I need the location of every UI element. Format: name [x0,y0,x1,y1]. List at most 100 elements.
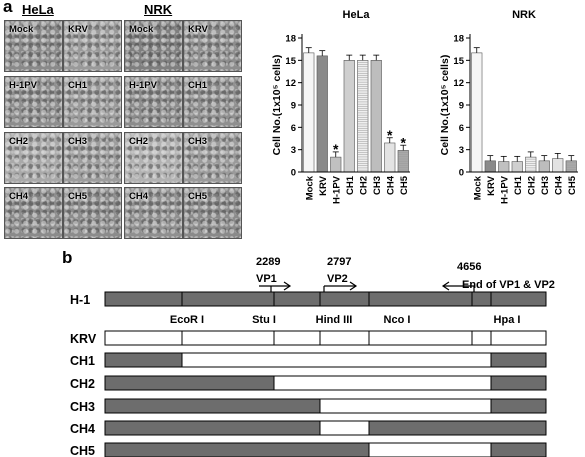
category-label: CH3 [372,176,383,195]
segment [274,443,320,457]
micrograph-hela-ch3: CH3 [63,132,122,184]
micrograph-nrk-ch4: CH4 [124,187,183,239]
row-label-ch2: CH2 [70,377,95,391]
category-label: Mock [304,175,315,200]
segment [320,353,369,367]
segment [472,331,491,345]
segment [274,399,320,413]
bar-krv [484,160,496,173]
significance-star: * [387,127,393,143]
segment [320,443,369,457]
category-label: KRV [486,175,497,196]
category-label: KRV [318,175,329,196]
segment [105,399,182,413]
hela-bar-chart: HeLa Cell No.(1x10⁵ cells) 0 3 6 9 12 15 18 Mock K… [271,9,410,204]
y-axis-label: Cell No.(1x10⁵ cells) [439,55,451,156]
marker-arrow-head [283,281,292,291]
nrk-header: NRK [144,2,173,17]
micrograph-hela-ch5: CH5 [63,187,122,239]
segment [274,292,320,306]
restriction-site-label: Hind III [316,314,353,326]
row-label-ch3: CH3 [70,400,95,414]
y-tick-label: 9 [459,101,464,112]
segment [472,399,491,413]
y-tick-label: 18 [453,34,464,45]
segment [369,292,472,306]
micrograph-label: CH5 [188,191,208,202]
bar-ch3 [538,160,550,173]
position-label: End of VP1 & VP2 [462,279,555,291]
segment [182,443,274,457]
segment [491,376,546,390]
row-outline [104,420,547,436]
y-tick-label: 6 [291,123,296,134]
row-outline [104,291,547,307]
segment [472,421,491,435]
micrograph-label: CH4 [129,191,149,202]
y-tick-label: 6 [459,123,464,134]
category-label: CH4 [553,175,564,195]
segment [369,421,472,435]
row-outline [104,398,547,414]
category-label: CH1 [345,175,356,195]
micrograph-grid: Mock KRV Mock KRV H-1PV CH1 H-1PV CH1 CH2 CH3 CH2 C… [0,0,245,240]
segment [105,421,182,435]
row-outline [104,330,547,346]
panel-a-letter: a [3,0,13,16]
micrograph-label: KRV [68,24,88,35]
segment [369,399,472,413]
bar-ch3 [370,60,382,173]
micrograph-label: Mock [129,24,154,35]
restriction-site-label: Nco I [384,314,411,326]
nrk-bar-chart: NRK Cell No.(1x10⁵ cells) 0 3 6 9 12 15 18 Mock KR… [439,9,578,204]
position-number: 2289 [256,256,280,268]
segment [105,353,182,367]
segment [369,331,472,345]
row-label-krv: KRV [70,332,97,346]
micrograph-nrk-h-1pv: H-1PV [124,76,183,128]
segment [491,331,546,345]
segment [369,376,472,390]
bar-ch5 [565,160,577,173]
bar-krv [316,55,328,173]
segment [274,353,320,367]
position-number: 4656 [457,261,481,273]
segment [182,376,274,390]
segment [105,331,182,345]
position-label: VP2 [327,273,348,285]
y-tick-label: 15 [285,56,296,67]
segment [182,421,274,435]
row-label-h-1: H-1 [70,293,90,307]
y-tick-label: 3 [459,145,464,156]
segment [472,292,491,306]
row-label-ch4: CH4 [70,422,95,436]
category-label: CH1 [513,175,524,195]
row-label-ch5: CH5 [70,444,95,457]
category-label: Mock [472,175,483,200]
micrograph-label: CH1 [68,80,88,91]
category-label: CH2 [358,176,369,195]
category-label: H-1PV [331,175,342,204]
bar-h-1pv [498,161,510,173]
segment [320,331,369,345]
segment [182,353,274,367]
row-outline [104,375,547,391]
segment [182,292,274,306]
bar-h-1pv [330,156,342,173]
micrograph-label: CH2 [9,136,29,147]
micrograph-nrk-mock: Mock [124,20,183,72]
y-tick-label: 12 [453,78,464,89]
segment [369,443,472,457]
category-label: CH5 [399,175,410,195]
segment [491,443,546,457]
marker-arrow-head [349,281,358,291]
restriction-site-label: EcoR I [170,314,204,326]
restriction-site-label: Hpa I [494,314,521,326]
panel-b-letter: b [62,248,73,267]
segment [105,443,182,457]
segment [182,331,274,345]
category-label: H-1PV [499,175,510,204]
category-label: CH5 [567,175,578,195]
micrograph-nrk-ch2: CH2 [124,132,183,184]
micrograph-label: Mock [9,24,34,35]
